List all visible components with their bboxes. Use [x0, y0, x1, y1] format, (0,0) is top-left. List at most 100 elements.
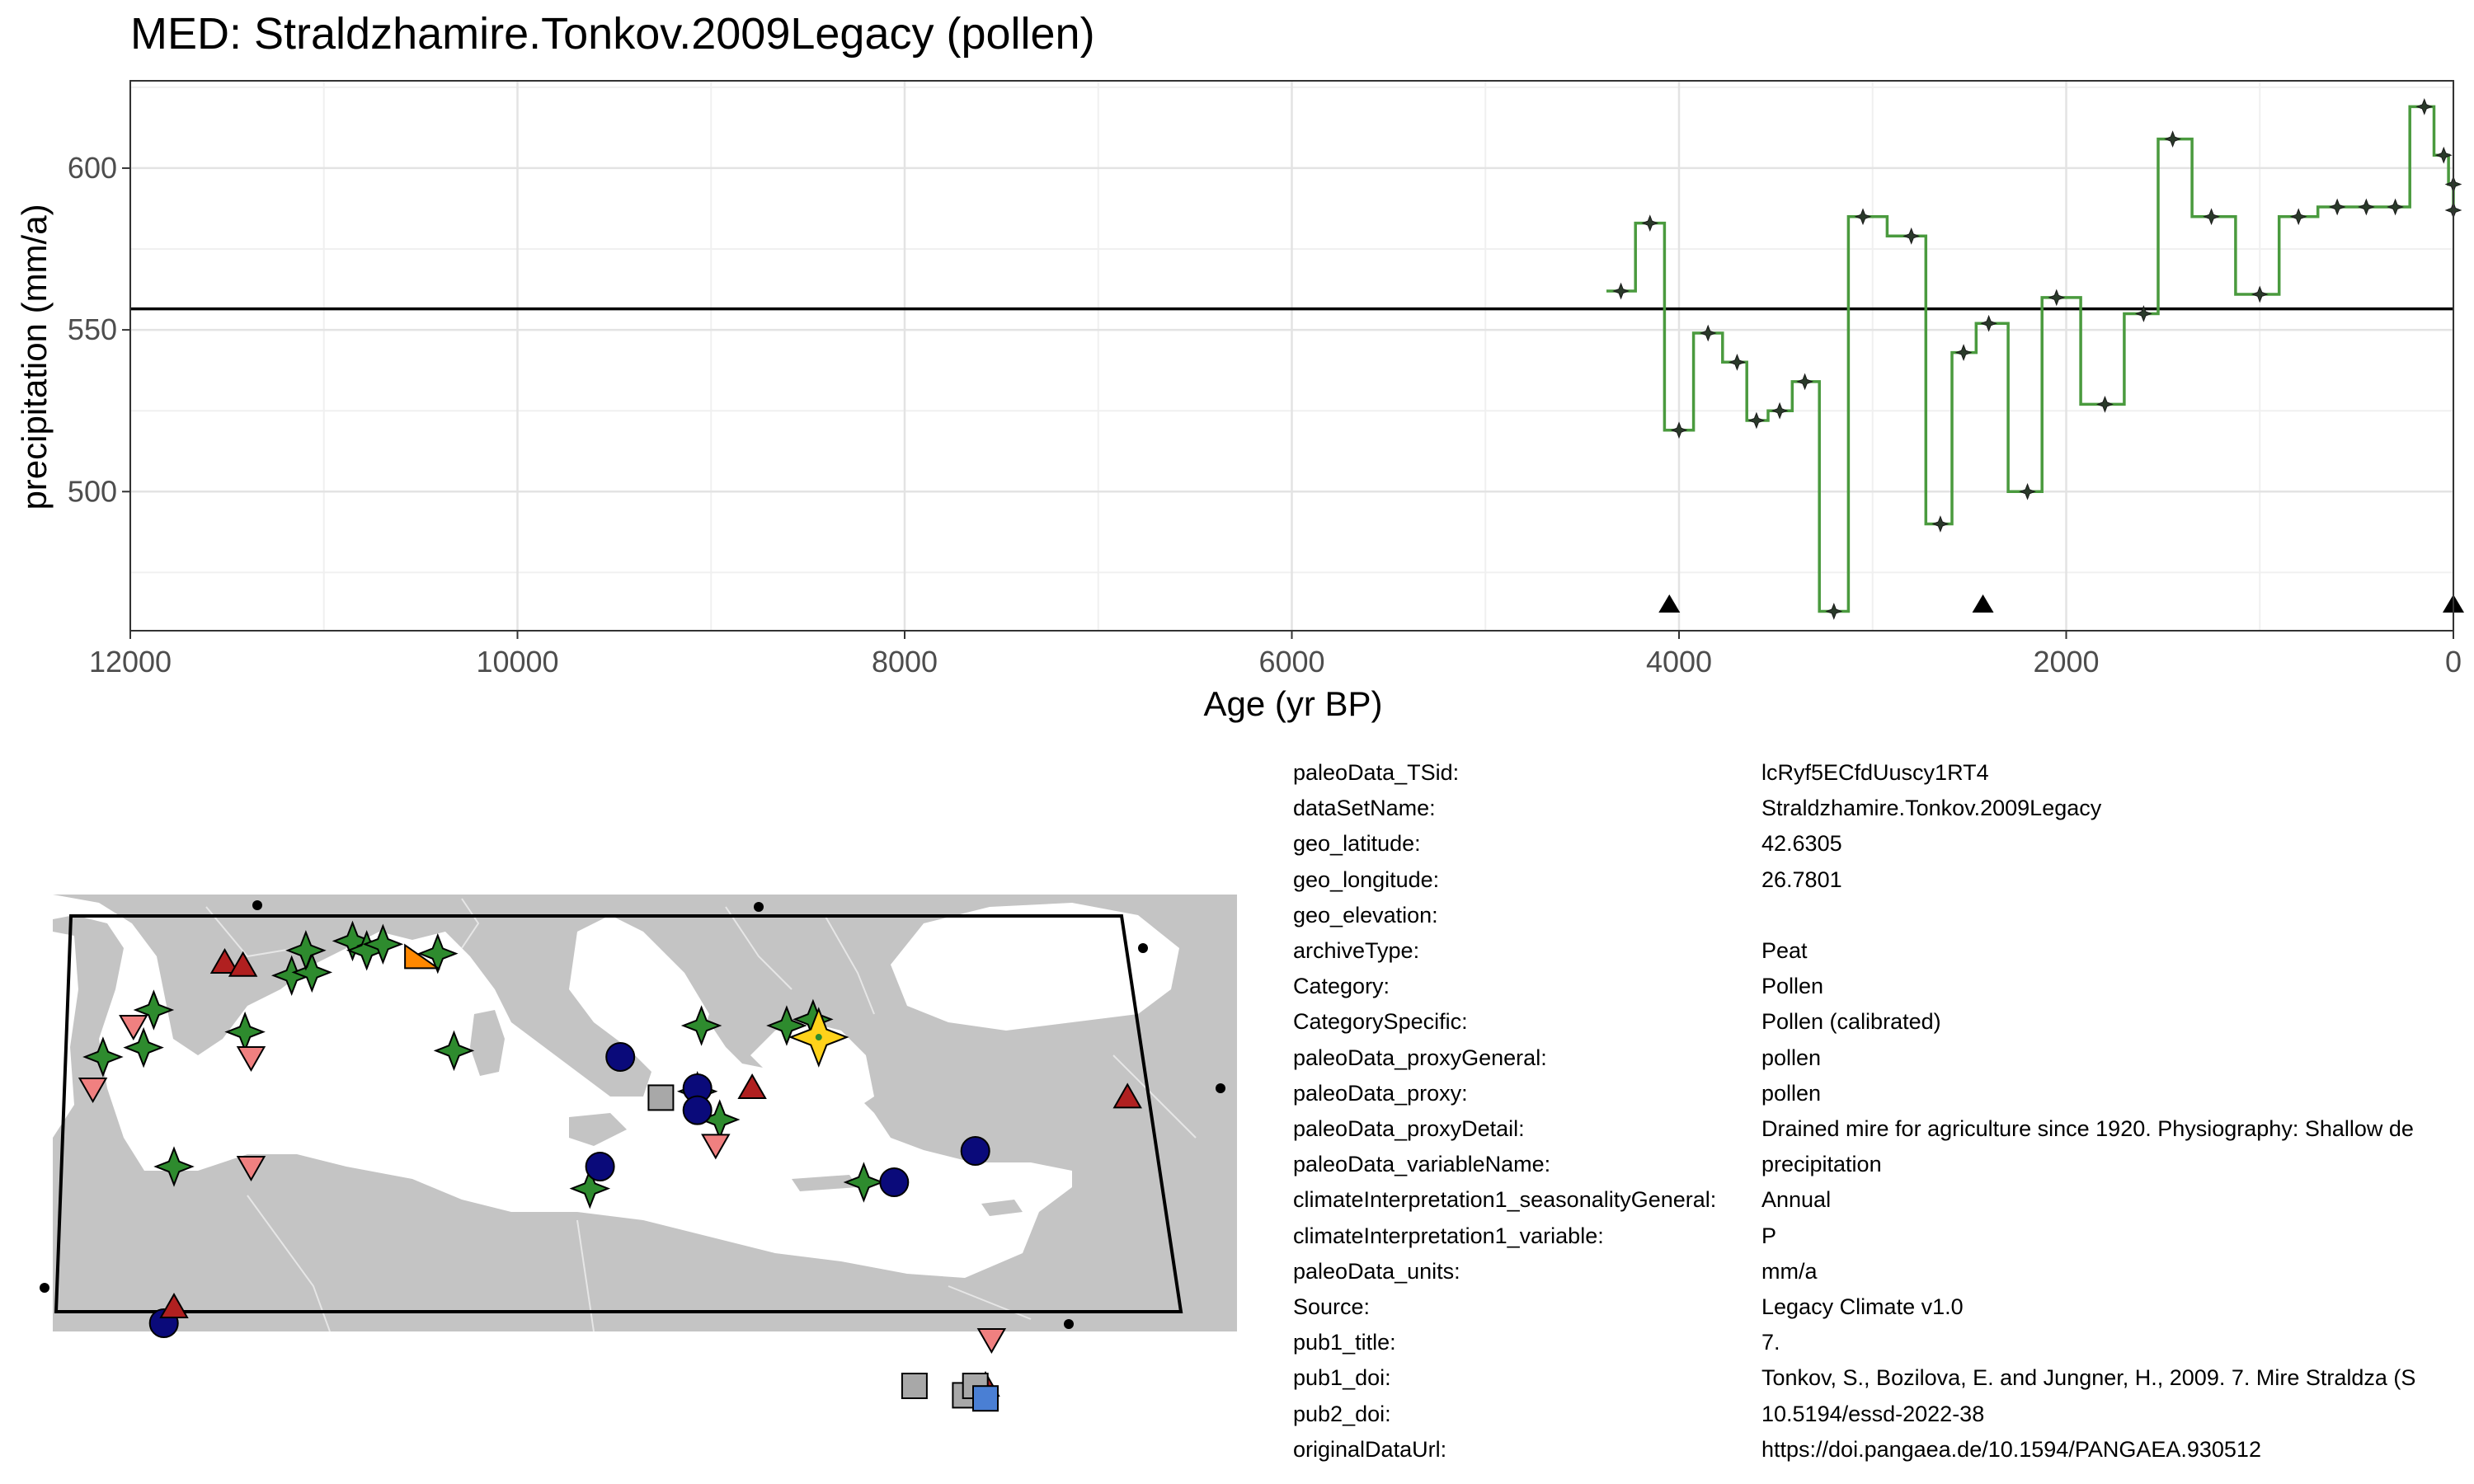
island-crete [792, 1175, 858, 1191]
x-tick-label: 8000 [872, 645, 938, 679]
metadata-key: CategorySpecific: [1293, 1009, 1468, 1035]
metadata-value: Pollen (calibrated) [1761, 1009, 1941, 1035]
metadata-value: 42.6305 [1761, 831, 1842, 857]
site-map [40, 895, 1237, 1412]
y-tick-label: 550 [68, 312, 117, 346]
data-point [1825, 603, 1843, 620]
metadata-value: Straldzhamire.Tonkov.2009Legacy [1761, 796, 2102, 821]
map-site-triangle [209, 947, 240, 974]
data-point [1796, 373, 1813, 391]
metadata-key: geo_elevation: [1293, 902, 1438, 928]
metadata-value: 26.7801 [1761, 866, 1842, 892]
data-point [1747, 411, 1766, 430]
data-point [2289, 208, 2307, 226]
x-tick-label: 2000 [2033, 645, 2099, 679]
metadata-key: paleoData_units: [1293, 1258, 1460, 1284]
chronology-markers [1658, 594, 2464, 613]
data-point [1699, 324, 1717, 342]
map-site-star [680, 1005, 722, 1046]
metadata-key: pub2_doi: [1293, 1401, 1391, 1426]
metadata-key: paleoData_proxyGeneral: [1293, 1045, 1547, 1070]
data-point [1612, 282, 1630, 300]
metadata-key: pub1_doi: [1293, 1365, 1391, 1391]
map-site-triangle [737, 1073, 767, 1099]
metadata-value: mm/a [1761, 1258, 1818, 1284]
data-point [2019, 482, 2036, 500]
data-point [2415, 97, 2434, 115]
map-site-circle [605, 1042, 636, 1072]
metadata-value: Legacy Climate v1.0 [1761, 1294, 1964, 1319]
map-site-star [133, 989, 175, 1031]
map-site-inv-triangle [119, 1015, 148, 1041]
metadata-table: paleoData_TSid: lcRyf5ECfdUuscy1RT4 dataSe… [1293, 760, 2474, 1484]
map-site-star [123, 1026, 164, 1068]
chart-title: MED: Straldzhamire.Tonkov.2009Legacy (po… [130, 9, 1095, 59]
chronology-marker [1658, 594, 1681, 613]
map-site-square [972, 1385, 999, 1412]
x-tick-label: 6000 [1258, 645, 1324, 679]
map-site-triangle [228, 951, 258, 977]
map-site-inv-triangle [236, 1156, 266, 1182]
data-point [2251, 285, 2269, 303]
data-point [2387, 198, 2404, 216]
region-outline [54, 914, 1183, 1313]
x-axis: 12000 10000 8000 6000 4000 2000 0 [89, 631, 2462, 679]
y-axis-label: precipitation (mm/a) [15, 204, 54, 510]
metadata-value: Peat [1761, 938, 1808, 963]
map-site-circle [960, 1136, 990, 1166]
data-point [1854, 208, 1872, 226]
map-site-inv-triangle [976, 1328, 1007, 1355]
map-sites [78, 920, 1142, 1412]
x-tick-label: 10000 [476, 645, 558, 679]
data-point [2357, 198, 2375, 216]
series-points [1612, 97, 2462, 620]
metadata-value: 10.5194/essd-2022-38 [1761, 1401, 1985, 1426]
y-tick-label: 500 [68, 474, 117, 508]
metadata-key: geo_longitude: [1293, 866, 1440, 892]
x-tick-label: 4000 [1646, 645, 1712, 679]
metadata-key: Source: [1293, 1294, 1371, 1319]
metadata-value: precipitation [1761, 1152, 1882, 1177]
data-point [1954, 344, 1973, 361]
map-site-square [647, 1084, 675, 1111]
metadata-key: pub1_title: [1293, 1330, 1396, 1355]
map-site-star [766, 1005, 807, 1046]
map-site-circle [585, 1152, 615, 1181]
map-site-triangle [1112, 1082, 1142, 1109]
data-point [2135, 305, 2152, 322]
metadata-value: pollen [1761, 1080, 1822, 1106]
data-point [1729, 353, 1746, 371]
metadata-key: dataSetName: [1293, 796, 1436, 821]
data-point [2434, 146, 2453, 164]
chronology-marker [1972, 594, 1994, 613]
metadata-key: geo_latitude: [1293, 831, 1421, 857]
metadata-value: Pollen [1761, 974, 1824, 999]
map-site-star [82, 1036, 124, 1078]
y-axis: 500 550 600 [68, 151, 130, 508]
map-site-inv-triangle [701, 1134, 731, 1160]
data-point [1670, 421, 1688, 439]
map-site-star [433, 1030, 475, 1072]
x-tick-label: 0 [2445, 645, 2462, 679]
metadata-value: Annual [1761, 1187, 1832, 1213]
map-site-star [362, 923, 404, 965]
metadata-key: climateInterpretation1_seasonalityGenera… [1293, 1187, 1717, 1213]
metadata-key: paleoData_proxy: [1293, 1080, 1468, 1106]
data-point [2203, 208, 2220, 226]
map-site-circle [682, 1095, 713, 1125]
metadata-key: paleoData_proxyDetail: [1293, 1116, 1525, 1141]
data-point [1980, 314, 1997, 332]
map-site-star [417, 932, 459, 974]
country-borders [205, 898, 1197, 1332]
map-edge-dots [40, 900, 1225, 1329]
series-step-line [1606, 105, 2455, 613]
metadata-value: pollen [1761, 1045, 1822, 1070]
metadata-key: originalDataUrl: [1293, 1436, 1447, 1462]
metadata-key: archiveType: [1293, 938, 1420, 963]
plot-panel: 12000 10000 8000 6000 4000 2000 0 500 550 600 Ag… [15, 80, 2464, 723]
map-site-inv-triangle [78, 1078, 108, 1104]
data-point [1641, 214, 1659, 232]
map-site-star [332, 920, 374, 962]
data-point [2328, 198, 2346, 216]
island-sicily [569, 1113, 627, 1146]
